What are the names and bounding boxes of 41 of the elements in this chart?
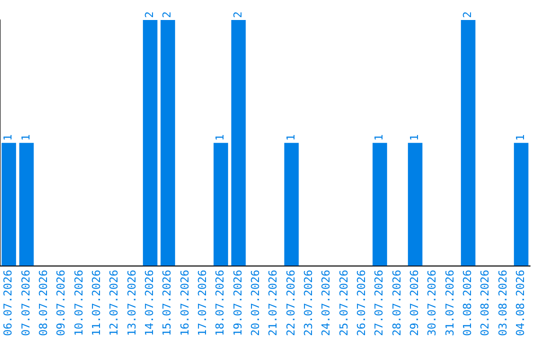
data-label: 1 — [19, 134, 32, 141]
x-tick-label: 06.07.2026 — [2, 270, 15, 336]
x-tick-label: 29.07.2026 — [408, 270, 422, 336]
data-label: 1 — [372, 134, 386, 141]
x-tick-label: 15.07.2026 — [160, 270, 174, 336]
x-tick-label: 20.07.2026 — [249, 270, 262, 336]
x-tick-label: 12.07.2026 — [108, 270, 121, 336]
data-label: 1 — [284, 134, 298, 141]
x-tick-label: 30.07.2026 — [426, 270, 439, 336]
x-tick-label: 11.07.2026 — [90, 270, 104, 336]
x-tick-label: 04.08.2026 — [514, 270, 528, 336]
x-tick-label: 27.07.2026 — [372, 270, 386, 336]
data-label: 1 — [408, 134, 422, 141]
x-tick-label: 22.07.2026 — [284, 270, 298, 336]
x-tick-label: 07.07.2026 — [19, 270, 32, 336]
data-label: 1 — [214, 134, 227, 141]
x-tick-label: 03.08.2026 — [496, 270, 510, 336]
x-tick-label: 14.07.2026 — [143, 270, 156, 336]
data-label: 1 — [514, 134, 528, 141]
data-label: 1 — [2, 134, 15, 141]
x-tick-label: 25.07.2026 — [337, 270, 350, 336]
x-tick-label: 31.07.2026 — [443, 270, 456, 336]
x-tick-label: 19.07.2026 — [231, 270, 244, 336]
x-tick-label: 28.07.2026 — [390, 270, 404, 336]
x-tick-label: 16.07.2026 — [178, 270, 192, 336]
data-label: 2 — [143, 11, 156, 18]
x-tick-label: 17.07.2026 — [196, 270, 210, 336]
x-tick-label: 18.07.2026 — [214, 270, 227, 336]
x-tick-label: 23.07.2026 — [302, 270, 316, 336]
x-tick-label: 10.07.2026 — [72, 270, 86, 336]
x-tick-label: 01.08.2026 — [461, 270, 474, 336]
x-tick-label: 24.07.2026 — [320, 270, 333, 336]
x-tick-label: 21.07.2026 — [266, 270, 280, 336]
x-tick-label: 02.08.2026 — [478, 270, 492, 336]
data-label: 2 — [461, 11, 474, 18]
x-tick-label: 08.07.2026 — [37, 270, 50, 336]
x-tick-label: 09.07.2026 — [54, 270, 68, 336]
data-label: 2 — [160, 11, 174, 18]
x-tick-label: 13.07.2026 — [125, 270, 138, 336]
data-label: 2 — [231, 11, 244, 18]
x-tick-label: 26.07.2026 — [355, 270, 368, 336]
